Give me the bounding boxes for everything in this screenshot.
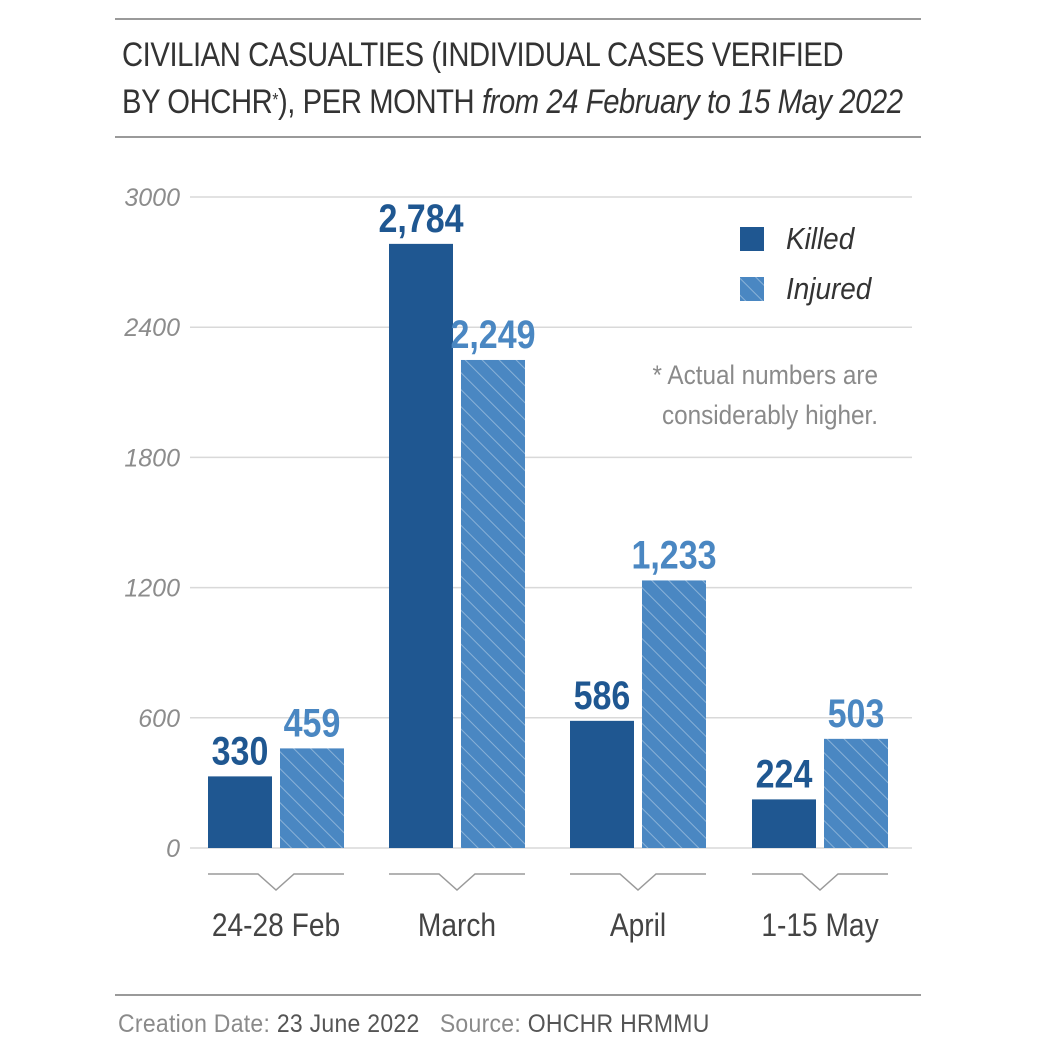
value-label-injured-3: 503: [828, 690, 885, 735]
bars: [208, 243, 888, 848]
note-line-1: * Actual numbers are: [653, 361, 878, 390]
legend-label-killed: Killed: [786, 222, 856, 257]
category-label: 1-15 May: [761, 908, 878, 943]
category-bracket: [208, 873, 344, 892]
source-label: Source:: [439, 1010, 522, 1038]
title-line-2-end: ), PER MONTH: [277, 83, 475, 121]
bar-injured-0: [280, 748, 344, 848]
source-value: OHCHR HRMMU: [527, 1010, 710, 1038]
value-label-injured-2: 1,233: [631, 532, 716, 577]
creation-date-label: Creation Date:: [118, 1010, 271, 1038]
legend: Killed Injured: [740, 222, 873, 307]
bar-killed-2: [570, 720, 634, 848]
y-tick-label: 600: [138, 705, 180, 733]
value-label-injured-0: 459: [284, 700, 341, 745]
category-label: March: [418, 908, 496, 943]
top-rule: [115, 18, 921, 20]
category-bracket: [389, 873, 525, 892]
chart-subtitle: from 24 February to 15 May 2022: [481, 83, 903, 121]
category-bracket: [570, 873, 706, 892]
value-label-killed-0: 330: [212, 728, 269, 773]
bar-killed-3: [752, 799, 816, 848]
legend-swatch-killed: [740, 227, 764, 251]
bar-killed-0: [208, 776, 272, 848]
bottom-rule: [115, 994, 921, 996]
bar-injured-1: [461, 359, 525, 848]
category-label: April: [610, 908, 666, 943]
value-label-killed-1: 2,784: [378, 195, 463, 240]
casualties-bar-chart: 0 600 1200 1800 2400 3000 330 459 2,784 2,249 586…: [123, 184, 912, 943]
bar-killed-1: [389, 243, 453, 848]
bar-injured-2: [642, 580, 706, 848]
y-tick-label: 0: [166, 835, 180, 863]
creation-date-value: 23 June 2022: [276, 1010, 420, 1038]
y-axis-ticks: 0 600 1200 1800 2400 3000: [123, 184, 180, 863]
y-tick-label: 3000: [124, 184, 180, 212]
note: * Actual numbers are considerably higher…: [653, 361, 878, 430]
title-line-1: CIVILIAN CASUALTIES (INDIVIDUAL CASES VE…: [122, 36, 844, 74]
value-labels: 330 459 2,784 2,249 586 1,233 224 503: [212, 195, 885, 796]
y-tick-label: 1800: [124, 444, 180, 472]
category-label: 24-28 Feb: [212, 908, 340, 943]
title-asterisk: *: [272, 90, 278, 110]
title-line-2: BY OHCHR: [122, 83, 273, 121]
legend-label-injured: Injured: [786, 272, 873, 307]
legend-swatch-injured: [740, 277, 764, 301]
bar-injured-3: [824, 738, 888, 848]
value-label-killed-3: 224: [756, 751, 813, 796]
value-label-injured-1: 2,249: [450, 311, 535, 356]
title-rule: [115, 136, 921, 138]
footer: Creation Date: 23 June 2022 Source: OHCHR…: [118, 1010, 710, 1039]
value-label-killed-2: 586: [574, 672, 631, 717]
category-bracket: [752, 873, 888, 892]
y-tick-label: 1200: [124, 575, 180, 603]
y-tick-label: 2400: [123, 314, 180, 342]
chart-title: CIVILIAN CASUALTIES (INDIVIDUAL CASES VE…: [122, 32, 903, 126]
x-axis-categories: 24-28 Feb March April 1-15 May: [208, 873, 888, 943]
note-line-2: considerably higher.: [662, 401, 878, 430]
